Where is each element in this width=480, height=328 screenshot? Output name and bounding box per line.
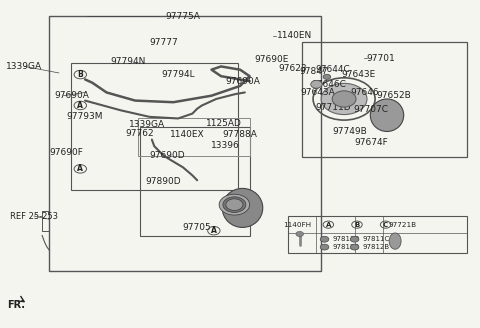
Text: A: A [211,226,217,235]
Text: 1140FH: 1140FH [283,222,312,228]
Circle shape [350,236,359,242]
Text: A: A [77,164,83,174]
Text: 13396: 13396 [211,141,240,150]
Bar [302,42,467,157]
Text: 97674F: 97674F [354,138,388,147]
Circle shape [223,197,246,213]
Circle shape [320,244,329,250]
Text: 97623: 97623 [278,64,307,72]
Text: 97690A: 97690A [225,76,260,86]
Bar [138,118,250,156]
Bar [288,216,467,254]
Text: 97721B: 97721B [388,222,416,228]
Bar [140,127,250,236]
Text: 97701: 97701 [366,54,395,63]
Bar [49,16,321,271]
Text: 1140EX: 1140EX [170,130,205,139]
Text: 97847: 97847 [300,67,328,76]
Circle shape [226,199,243,211]
Bar [71,63,238,190]
Text: 97812B: 97812B [333,244,360,250]
Text: 97643A: 97643A [300,88,335,97]
Text: 97812B: 97812B [363,244,390,250]
Text: B: B [354,222,360,228]
Text: 97711D: 97711D [315,103,351,112]
Circle shape [323,74,331,79]
Text: 1339GA: 1339GA [129,120,165,130]
Text: 97705: 97705 [183,223,212,232]
Text: 1125AD: 1125AD [205,119,241,128]
Ellipse shape [371,99,404,132]
Text: B: B [77,70,83,79]
Text: 97643E: 97643E [341,70,375,79]
Text: 97788A: 97788A [223,130,258,139]
Text: 97652B: 97652B [376,91,411,100]
Text: 97749B: 97749B [333,127,367,136]
Text: A: A [77,101,83,110]
Text: 97794L: 97794L [161,70,195,79]
Text: 97646: 97646 [351,88,379,97]
Ellipse shape [222,188,263,227]
Text: 97811C: 97811C [363,236,390,242]
Text: 97690F: 97690F [49,148,83,157]
Text: 97762: 97762 [126,129,154,138]
Text: 97811B: 97811B [333,236,360,242]
Text: 97775A: 97775A [166,11,200,21]
Circle shape [350,244,359,250]
Text: C: C [383,222,388,228]
Text: 97890D: 97890D [145,177,180,186]
Text: 97690A: 97690A [55,91,90,100]
Text: FR.: FR. [7,300,25,311]
Circle shape [311,80,322,88]
Circle shape [296,231,303,236]
Text: 97793M: 97793M [67,113,103,121]
Text: 97794N: 97794N [110,57,146,66]
Circle shape [219,194,250,215]
Text: 1339GA: 1339GA [6,62,43,71]
Text: 97777: 97777 [149,37,178,47]
Text: 97707C: 97707C [354,105,389,114]
Circle shape [332,91,356,107]
Text: 97644C: 97644C [316,65,350,74]
Text: A: A [325,222,331,228]
Text: 97646C: 97646C [311,80,346,89]
Text: 97690D: 97690D [150,151,185,160]
Circle shape [320,236,329,242]
Circle shape [321,83,367,114]
Text: 1140EN: 1140EN [277,31,312,40]
Text: 97690E: 97690E [254,55,288,64]
Text: REF 25-253: REF 25-253 [10,212,58,220]
Ellipse shape [389,233,401,249]
